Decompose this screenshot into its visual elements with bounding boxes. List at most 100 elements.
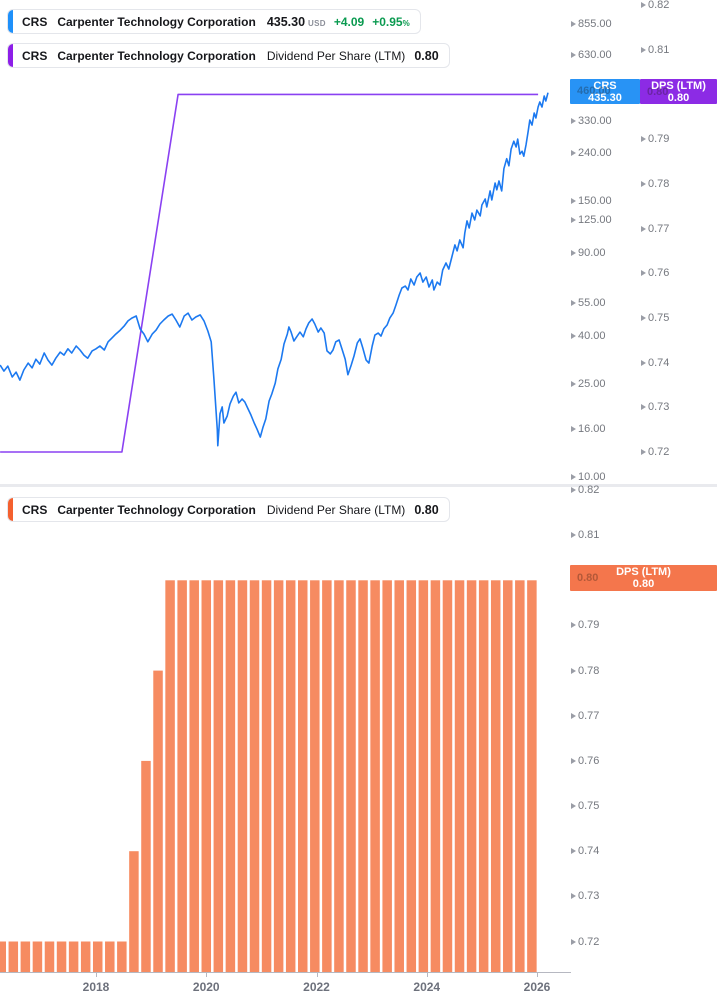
price-axis-scale[interactable]: 855.00 630.00 330.00 240.00 150.00 125.00 90.0… [570, 0, 640, 484]
badge-metric: DPS (LTM) [616, 566, 671, 578]
dps-bar [32, 941, 43, 972]
year-tick-mark [96, 972, 97, 977]
year-tick-mark [537, 972, 538, 977]
dps-bar [346, 580, 356, 972]
dps-bar [141, 760, 151, 972]
tick-arrow-icon [571, 803, 576, 810]
ticker-symbol: CRS [22, 502, 48, 517]
dps-bar [273, 580, 284, 972]
axis-tick-label: 630.00 [571, 48, 612, 62]
legend-dps-series-top[interactable]: CRS Carpenter Technology Corporation Div… [7, 43, 450, 68]
axis-tick-label: 10.00 [571, 470, 606, 484]
price-chart-plot[interactable] [0, 0, 570, 484]
company-name: Carpenter Technology Corporation [57, 14, 256, 29]
axis-tick-label: 0.73 [641, 400, 669, 414]
price-line-series [0, 92, 549, 447]
axis-tick-label: 855.00 [571, 17, 612, 31]
axis-tick-label: 16.00 [571, 422, 606, 436]
axis-tick-label: 0.74 [571, 844, 599, 858]
tick-arrow-icon [571, 712, 576, 719]
badge-metric: DPS (LTM) [651, 79, 706, 92]
year-label: 2026 [523, 980, 551, 994]
price-change-percent: +0.95% [372, 14, 410, 29]
axis-tick-label: 125.00 [571, 213, 612, 227]
tick-arrow-icon [641, 404, 646, 411]
legend-price-series[interactable]: CRS Carpenter Technology Corporation 435… [7, 9, 421, 34]
tick-arrow-icon [571, 52, 576, 59]
axis-tick-label: 0.76 [571, 754, 599, 768]
currency-label: USD [308, 19, 326, 28]
dps-bar [165, 580, 175, 972]
dps-bar [177, 580, 187, 972]
axis-tick-label: 0.82 [571, 483, 599, 497]
year-tick-mark [426, 972, 428, 977]
panel-divider[interactable] [0, 484, 717, 487]
price-change-absolute: +4.09 [333, 14, 365, 29]
time-axis-scale[interactable]: 2018 2020 2022 2024 2026 [0, 972, 570, 1005]
tick-arrow-icon [571, 250, 576, 257]
tick-arrow-icon [571, 332, 576, 339]
dps-bar [92, 941, 103, 972]
axis-tick-label: 90.00 [571, 246, 606, 260]
tick-arrow-icon [571, 216, 576, 223]
price-series-color-bar [8, 10, 13, 33]
axis-tick-label: 0.79 [641, 132, 669, 146]
last-price: 435.30 [266, 14, 306, 29]
axis-tick-label: 25.00 [571, 377, 606, 391]
axis-tick-label: 0.79 [571, 618, 599, 632]
axis-tick-label: 330.00 [571, 114, 612, 128]
axis-tick-label: 0.76 [641, 266, 669, 280]
dps-bar [478, 580, 489, 972]
metric-name: Dividend Per Share (LTM) [266, 502, 406, 517]
axis-tick-label: 0.78 [571, 664, 599, 678]
tick-arrow-icon [571, 938, 576, 945]
year-label: 2018 [82, 980, 110, 994]
tick-arrow-icon [641, 225, 646, 232]
tick-arrow-icon [571, 426, 576, 433]
dps-bar [442, 580, 453, 972]
tick-arrow-icon [571, 848, 576, 855]
legend-dps-series-bottom[interactable]: CRS Carpenter Technology Corporation Div… [7, 497, 450, 522]
tick-arrow-icon [571, 380, 576, 387]
axis-tick-label: 0.72 [641, 445, 669, 459]
metric-value: 0.80 [414, 48, 439, 63]
year-label: 2024 [413, 980, 441, 994]
dps-bar [68, 941, 79, 972]
dps-bar [466, 580, 477, 972]
hidden-axis-label: 0.80 [647, 85, 669, 98]
dps-bar [515, 580, 525, 972]
dps-bar [430, 580, 441, 972]
tick-arrow-icon [641, 180, 646, 187]
company-name: Carpenter Technology Corporation [57, 48, 256, 63]
dps-bar [56, 941, 67, 972]
dps-bar [310, 580, 320, 972]
dps-bar [261, 580, 272, 972]
dividend-bar-plot[interactable] [0, 487, 570, 1005]
tick-arrow-icon [571, 474, 576, 480]
badge-ticker: CRS [593, 79, 617, 92]
axis-tick-label: 0.75 [571, 799, 599, 813]
dps-bar [44, 941, 55, 972]
dps-bar [201, 580, 212, 972]
dps-axis-scale-bottom[interactable]: 0.82 0.81 0.80 0.79 0.78 0.77 0.76 0.75 0.74 0.73… [570, 484, 717, 972]
metric-name: Dividend Per Share (LTM) [266, 48, 406, 63]
dps-bar [298, 580, 308, 972]
dps-bar [370, 580, 380, 972]
axis-tick-label: 0.81 [571, 528, 599, 542]
tick-arrow-icon [641, 270, 646, 277]
dps-last-value-badge-bottom: 0.80 DPS (LTM) 0.80 [570, 565, 717, 591]
tick-arrow-icon [571, 198, 576, 205]
badge-price-value: 435.30 [588, 91, 622, 104]
axis-tick-label: 0.77 [641, 222, 669, 236]
tick-arrow-icon [571, 20, 576, 27]
axis-tick-label: 0.82 [641, 0, 669, 12]
dps-bar [334, 580, 344, 972]
dps-bar [527, 580, 537, 972]
year-tick-mark [316, 972, 318, 977]
year-label: 2022 [303, 980, 330, 994]
dps-bar [503, 580, 513, 972]
dps-axis-scale-top[interactable]: 0.82 0.81 0.80 0.79 0.78 0.77 0.76 0.75 0.74 0.73… [640, 0, 717, 484]
axis-tick-label: 240.00 [571, 146, 612, 160]
badge-dps-value: 0.80 [667, 91, 690, 104]
dps-bar [285, 580, 296, 972]
